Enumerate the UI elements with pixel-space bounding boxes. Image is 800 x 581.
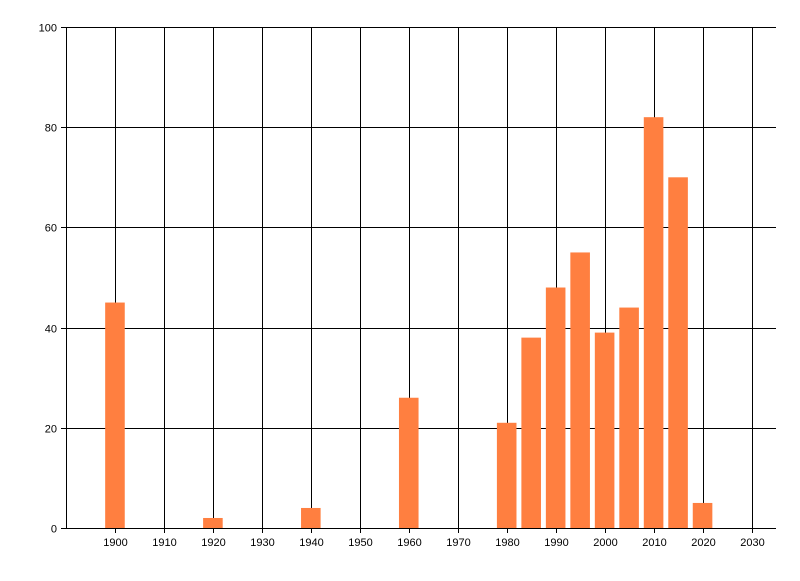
bar-1900 [105,302,125,528]
x-tick-label-1990: 1990 [544,537,568,549]
y-tick-label-100: 100 [39,23,57,35]
x-tick-label-1970: 1970 [446,537,470,549]
bar-2000 [594,332,615,528]
bar-1920 [203,517,223,528]
bar-2010 [643,117,664,529]
x-tick-label-1950: 1950 [348,537,372,549]
bar-2005 [619,307,639,528]
bar-2015 [668,177,688,529]
x-tick-label-1930: 1930 [250,537,274,549]
x-tick-label-1940: 1940 [299,537,323,549]
y-tick-label-20: 20 [45,424,57,436]
bar-1985 [521,337,541,528]
bar-1990 [545,287,566,528]
grid-layer [66,27,776,529]
y-tick-label-60: 60 [45,223,57,235]
x-tick-label-1920: 1920 [201,537,225,549]
x-tick-label-1980: 1980 [495,537,519,549]
x-tick-label-2010: 2010 [642,537,666,549]
bar-1940 [301,507,321,528]
axis-layer [61,27,776,533]
bar-1960 [398,397,419,528]
bar-1995 [570,252,590,528]
bar-1980 [496,422,517,528]
x-tick-label-2020: 2020 [691,537,715,549]
x-tick-label-1960: 1960 [397,537,421,549]
x-tick-label-1910: 1910 [152,537,176,549]
tick-label-layer: 0 20 40 60 80 100 1900 1910 1920 1930 1940 1950 1960… [39,23,765,550]
bar-2020 [692,502,713,528]
x-tick-label-2000: 2000 [593,537,617,549]
bar-layer [105,117,713,529]
x-tick-label-1900: 1900 [103,537,127,549]
y-tick-label-0: 0 [51,524,57,536]
y-tick-label-40: 40 [45,324,57,336]
y-tick-label-80: 80 [45,123,57,135]
x-tick-label-2030: 2030 [740,537,764,549]
